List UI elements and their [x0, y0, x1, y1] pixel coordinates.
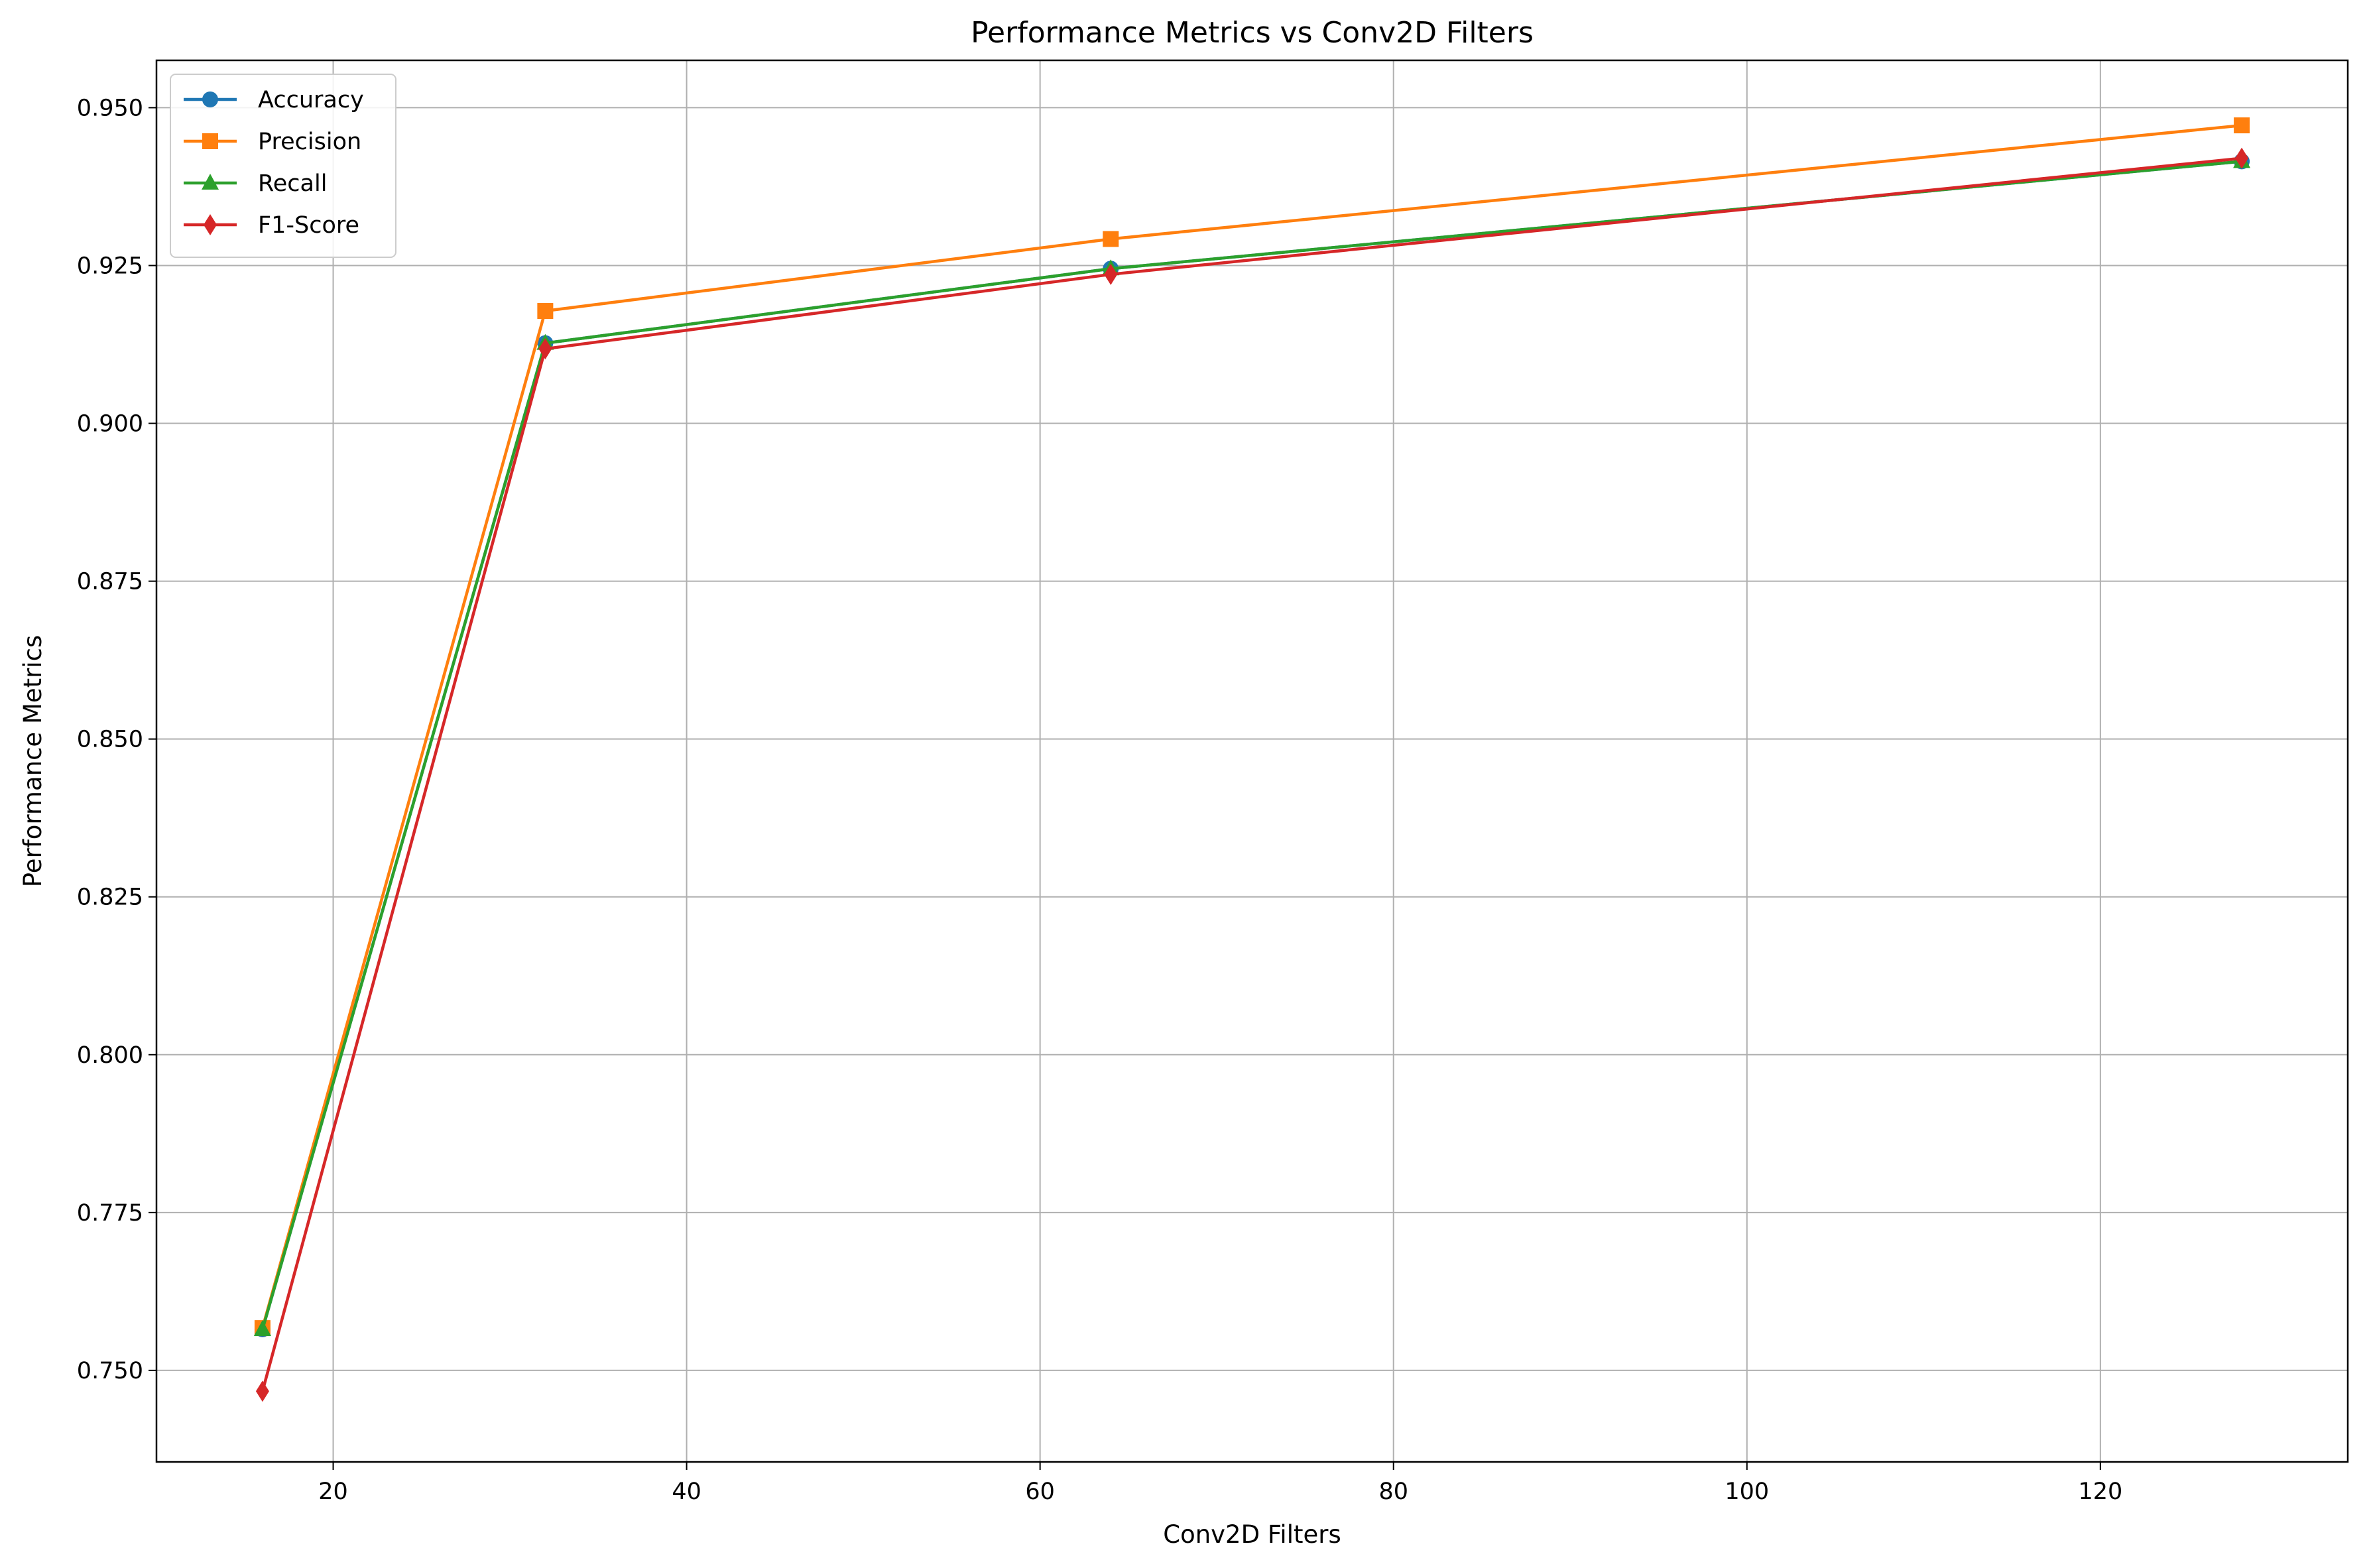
x-tick-label: 40: [672, 1478, 701, 1505]
data-point-f1-score: [1104, 263, 1118, 285]
data-point-precision: [2234, 117, 2250, 134]
x-tick-label: 120: [2078, 1478, 2122, 1505]
y-tick-label: 0.900: [77, 411, 143, 438]
data-point-f1-score: [2235, 147, 2249, 169]
legend: Accuracy Precision Recall F1-Score: [170, 74, 396, 258]
legend-entry-f1-score: F1-Score: [184, 212, 359, 239]
legend-label-precision: Precision: [258, 129, 361, 155]
legend-marker-f1-score: [204, 214, 217, 235]
data-point-recall: [253, 1320, 271, 1337]
ticks: 20 40 60 80 100 120 0.750 0.775 0.800 0.825 0.850 0…: [77, 95, 2122, 1505]
legend-entry-precision: Precision: [184, 129, 361, 155]
x-tick-label: 60: [1025, 1478, 1055, 1505]
data-point-f1-score: [255, 1380, 269, 1402]
y-tick-label: 0.750: [77, 1358, 143, 1384]
data-point-precision: [537, 303, 554, 320]
legend-label-recall: Recall: [258, 170, 327, 197]
y-tick-label: 0.825: [77, 884, 143, 911]
grid: [156, 60, 2348, 1462]
legend-label-accuracy: Accuracy: [258, 87, 364, 113]
series-line-precision: [261, 123, 2242, 1329]
y-axis-label: Performance Metrics: [19, 635, 47, 888]
x-tick-label: 80: [1378, 1478, 1408, 1505]
x-axis-label: Conv2D Filters: [1163, 1520, 1341, 1549]
plot-area-frame: [155, 59, 2349, 1463]
series-area: [253, 117, 2251, 1402]
data-point-f1-score: [538, 338, 552, 360]
y-tick-label: 0.950: [77, 95, 143, 121]
x-tick-label: 100: [1725, 1478, 1769, 1505]
legend-entry-accuracy: Accuracy: [184, 87, 364, 113]
y-tick-label: 0.850: [77, 727, 143, 753]
y-tick-label: 0.925: [77, 253, 143, 279]
legend-label-f1-score: F1-Score: [258, 212, 359, 239]
y-tick-label: 0.800: [77, 1042, 143, 1069]
chart-title: Performance Metrics vs Conv2D Filters: [971, 16, 1534, 50]
series-line-f1-score: [261, 156, 2242, 1392]
legend-marker-accuracy: [202, 91, 218, 107]
legend-box: [170, 74, 396, 258]
legend-marker-precision: [202, 133, 218, 149]
series-f1-score: [255, 147, 2249, 1402]
y-tick-label: 0.775: [77, 1200, 143, 1227]
x-tick-label: 20: [318, 1478, 348, 1505]
legend-marker-recall: [202, 174, 219, 190]
legend-entry-recall: Recall: [184, 170, 327, 197]
data-point-precision: [1103, 231, 1119, 247]
y-tick-label: 0.875: [77, 569, 143, 595]
